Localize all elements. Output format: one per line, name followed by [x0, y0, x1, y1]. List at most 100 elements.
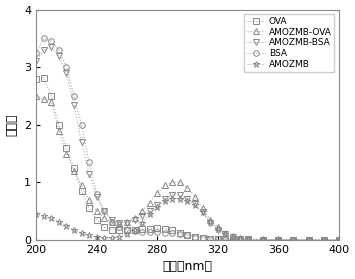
BSA: [291, 238, 296, 242]
OVA: [72, 166, 76, 170]
AMOZMB-BSA: [276, 238, 280, 241]
OVA: [80, 189, 84, 193]
AMOZMB-BSA: [291, 238, 296, 241]
AMOZMB: [163, 199, 167, 203]
BSA: [34, 51, 38, 54]
AMOZMB-BSA: [155, 204, 159, 207]
BSA: [170, 232, 174, 235]
AMOZMB-BSA: [170, 193, 174, 197]
Y-axis label: 吸光値: 吸光値: [6, 114, 18, 136]
AMOZMB: [306, 238, 311, 242]
AMOZMB-BSA: [117, 221, 121, 224]
BSA: [148, 230, 152, 234]
BSA: [322, 238, 326, 242]
AMOZMB-OVA: [132, 217, 137, 220]
AMOZMB-OVA: [57, 129, 61, 132]
BSA: [49, 40, 53, 43]
AMOZMB: [238, 237, 242, 240]
AMOZMB-BSA: [231, 235, 235, 239]
AMOZMB-OVA: [117, 221, 121, 224]
AMOZMB-BSA: [42, 48, 46, 52]
AMOZMB: [72, 228, 76, 231]
AMOZMB-BSA: [322, 238, 326, 242]
BSA: [42, 37, 46, 40]
AMOZMB-BSA: [102, 210, 106, 213]
AMOZMB-OVA: [64, 152, 69, 155]
AMOZMB: [178, 197, 182, 200]
OVA: [193, 235, 197, 238]
AMOZMB-BSA: [261, 238, 265, 241]
AMOZMB-OVA: [261, 238, 265, 241]
AMOZMB-BSA: [238, 237, 242, 240]
OVA: [94, 218, 99, 222]
AMOZMB-OVA: [155, 191, 159, 194]
OVA: [208, 237, 212, 240]
BSA: [193, 235, 197, 238]
AMOZMB-BSA: [163, 197, 167, 200]
OVA: [201, 236, 205, 239]
AMOZMB: [185, 199, 190, 203]
OVA: [291, 238, 296, 241]
AMOZMB-OVA: [193, 195, 197, 198]
AMOZMB: [132, 228, 137, 231]
AMOZMB: [42, 214, 46, 218]
OVA: [42, 76, 46, 79]
OVA: [185, 233, 190, 237]
AMOZMB-BSA: [306, 238, 311, 242]
AMOZMB: [87, 234, 91, 237]
AMOZMB-OVA: [223, 232, 228, 235]
AMOZMB-BSA: [34, 60, 38, 63]
OVA: [117, 229, 121, 232]
BSA: [185, 234, 190, 237]
AMOZMB: [155, 205, 159, 208]
AMOZMB: [322, 238, 326, 242]
OVA: [178, 231, 182, 234]
AMOZMB-OVA: [94, 210, 99, 213]
BSA: [163, 231, 167, 234]
BSA: [64, 66, 69, 69]
OVA: [64, 146, 69, 150]
AMOZMB: [102, 236, 106, 239]
Line: AMOZMB-OVA: AMOZMB-OVA: [33, 93, 342, 244]
AMOZMB-BSA: [49, 45, 53, 49]
OVA: [132, 228, 137, 231]
Line: BSA: BSA: [33, 36, 342, 243]
BSA: [117, 226, 121, 229]
BSA: [140, 230, 144, 234]
OVA: [163, 227, 167, 230]
OVA: [155, 226, 159, 230]
OVA: [49, 94, 53, 98]
BSA: [125, 228, 129, 231]
BSA: [215, 238, 220, 241]
AMOZMB-BSA: [337, 238, 341, 242]
AMOZMB-OVA: [215, 226, 220, 229]
AMOZMB: [201, 211, 205, 214]
AMOZMB-OVA: [163, 184, 167, 187]
BSA: [94, 192, 99, 196]
BSA: [208, 237, 212, 240]
AMOZMB-OVA: [102, 217, 106, 220]
BSA: [110, 220, 114, 223]
OVA: [57, 123, 61, 126]
OVA: [322, 238, 326, 242]
AMOZMB: [117, 235, 121, 238]
AMOZMB-BSA: [246, 238, 250, 241]
AMOZMB: [170, 197, 174, 200]
AMOZMB-BSA: [94, 195, 99, 198]
OVA: [223, 238, 228, 241]
AMOZMB: [193, 204, 197, 207]
AMOZMB-BSA: [64, 71, 69, 74]
Line: OVA: OVA: [33, 75, 342, 243]
AMOZMB-OVA: [49, 100, 53, 104]
AMOZMB-OVA: [125, 220, 129, 223]
AMOZMB-OVA: [140, 210, 144, 213]
BSA: [72, 94, 76, 98]
AMOZMB-OVA: [291, 238, 296, 241]
AMOZMB: [231, 235, 235, 239]
OVA: [110, 228, 114, 231]
OVA: [148, 227, 152, 230]
AMOZMB-OVA: [246, 237, 250, 240]
AMOZMB-OVA: [276, 238, 280, 241]
BSA: [132, 230, 137, 233]
AMOZMB: [261, 238, 265, 241]
